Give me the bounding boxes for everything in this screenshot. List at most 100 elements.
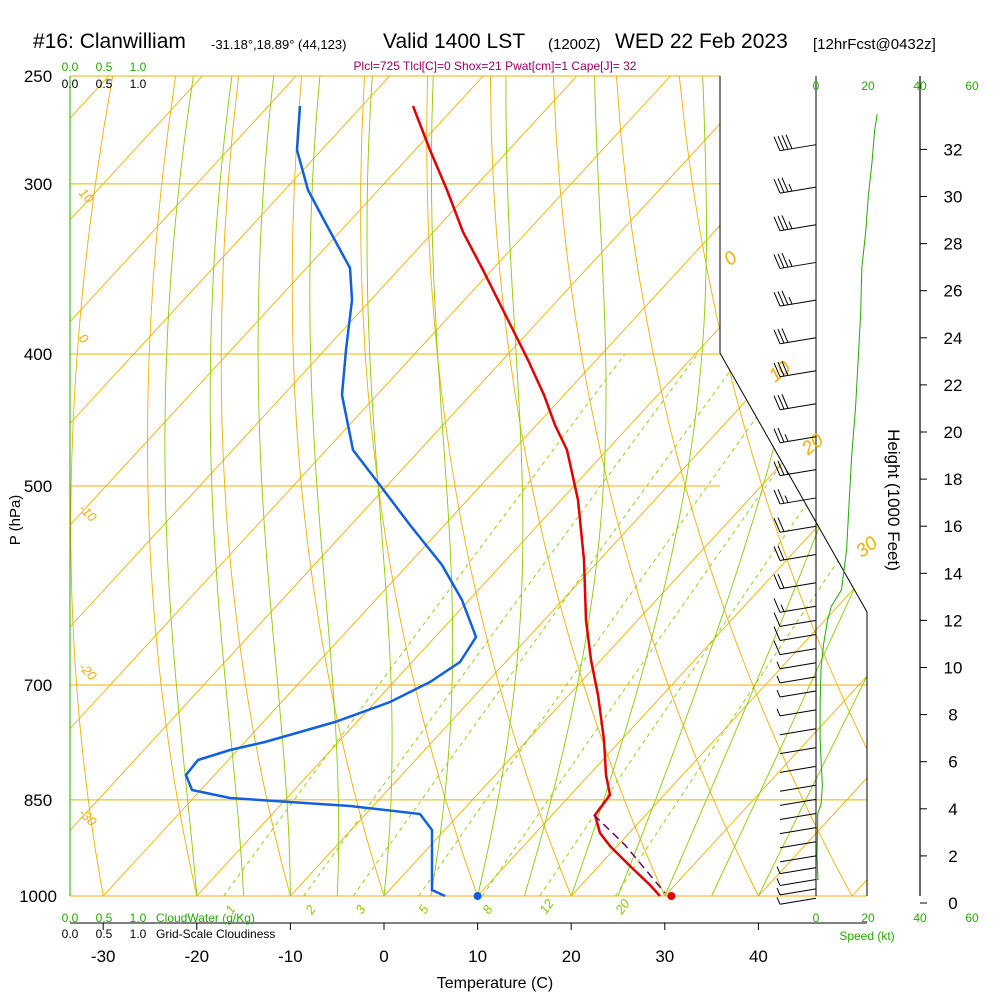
height-tick-label: 18 <box>944 470 963 489</box>
wind-barb-staff <box>779 186 817 194</box>
wind-barb-flag <box>773 136 781 151</box>
wind-barb-half <box>788 183 793 192</box>
height-tick-label: 12 <box>944 611 963 630</box>
temperature-tick-label: -30 <box>91 947 116 966</box>
mixing-ratio-line <box>418 353 803 896</box>
isotherm-line <box>758 76 867 896</box>
wind-barb <box>773 361 817 378</box>
wind-barb-staff <box>779 784 817 792</box>
moist-adiabat-line <box>209 76 245 896</box>
wind-barb-staff <box>779 144 817 152</box>
wind-barb <box>773 252 817 269</box>
wind-barb-staff <box>779 605 817 613</box>
wind-barb <box>776 708 817 717</box>
mixing-ratio-label: 20 <box>612 896 634 918</box>
height-tick-label: 6 <box>948 753 957 772</box>
wind-barb-half <box>776 675 781 684</box>
wind-barb-staff <box>779 469 817 477</box>
moist-adiabat-line <box>523 76 607 896</box>
dry-adiabat-line <box>994 76 1000 896</box>
wind-barb-flag <box>773 626 781 641</box>
wind-barb-flag <box>777 215 785 231</box>
cloud-axis-tick-label: 1.0 <box>130 927 147 941</box>
moist-adiabat-line <box>430 76 454 896</box>
temperature-tick-label: 20 <box>562 947 581 966</box>
wind-barb <box>773 134 817 152</box>
cloud-axis-tick-label: 1.0 <box>130 60 147 74</box>
speed-tick-label-bottom: 0 <box>813 911 820 925</box>
wind-barb-staff <box>779 765 817 773</box>
wind-barb-staff <box>779 888 817 896</box>
mixing-ratio-label: 12 <box>536 896 557 917</box>
wind-barb <box>779 784 817 792</box>
dry-adiabat-label: 0 <box>720 247 742 270</box>
wind-barb-half <box>780 604 785 612</box>
wind-barb-flag <box>773 291 781 307</box>
wind-barb-staff <box>779 709 817 717</box>
isotherm-line <box>70 76 297 896</box>
isotherm-label: 10 <box>76 185 97 206</box>
wind-barb <box>776 689 817 698</box>
speed-tick-label-bottom: 40 <box>913 911 927 925</box>
mixing-ratio-label: 2 <box>302 902 319 918</box>
wind-barb <box>779 813 817 821</box>
mixing-ratio-line <box>223 353 626 896</box>
height-tick-label: 0 <box>948 894 957 913</box>
moist-adiabat-line <box>711 76 867 896</box>
wind-barb-staff <box>779 690 817 698</box>
station-coords: -31.18°,18.89° (44,123) <box>211 37 347 52</box>
wind-barb-half <box>784 495 789 503</box>
wind-barb-staff <box>779 299 817 307</box>
moist-adiabat-line <box>477 76 524 896</box>
wind-barb <box>779 728 817 736</box>
height-tick-label: 10 <box>944 659 963 678</box>
cloud-axis-tick-label: 0.5 <box>96 60 113 74</box>
height-tick-label: 4 <box>948 800 957 819</box>
cloud-axis-tick-label: 0.5 <box>96 927 113 941</box>
wind-barb <box>779 798 817 806</box>
wind-barb <box>773 640 817 656</box>
wind-barb <box>773 177 817 194</box>
height-tick-label: 8 <box>948 706 957 725</box>
moist-adiabat-line <box>164 76 198 896</box>
dry-adiabat-label: 20 <box>797 430 828 460</box>
pressure-tick-label: 300 <box>24 175 52 194</box>
wind-barb-staff <box>779 897 817 905</box>
height-tick-label: 2 <box>948 847 957 866</box>
cloudiness-label: Grid-Scale Cloudiness <box>156 927 275 941</box>
mixing-ratio-label: 8 <box>479 902 496 917</box>
isotherm-label: -20 <box>76 659 100 683</box>
wind-barb-flag <box>773 362 781 377</box>
wind-barb-flag <box>781 361 789 376</box>
wind-barb-flag <box>773 178 781 194</box>
wind-barb-half <box>776 887 781 896</box>
wind-barb <box>776 675 817 684</box>
wind-barb-staff <box>779 403 817 411</box>
wind-barb-flag <box>777 573 785 589</box>
wind-barb <box>776 866 817 875</box>
wind-barb-half <box>788 296 793 305</box>
wind-barb-staff <box>779 878 817 886</box>
pressure-tick-label: 700 <box>24 676 52 695</box>
dry-adiabat-line <box>360 76 479 896</box>
wind-barb-flag <box>781 215 789 230</box>
wind-barb-flag <box>781 328 789 343</box>
wind-barb-flag <box>777 135 785 151</box>
wind-barb-half <box>776 689 781 698</box>
moist-adiabat-line <box>257 76 291 896</box>
dewpoint-line <box>184 105 478 898</box>
wind-barb <box>773 612 817 627</box>
cloud-axis-tick-label: 0.5 <box>96 77 113 91</box>
wind-barb-half <box>776 708 781 717</box>
wind-barb-flag <box>781 252 789 268</box>
isotherm-line <box>70 76 390 896</box>
x-axis-label: Temperature (C) <box>437 975 553 992</box>
wind-barb <box>773 517 817 533</box>
cloud-water-label: CloudWater (g/Kg) <box>156 911 255 925</box>
wind-barb-flag <box>773 612 781 627</box>
mixing-ratio-line <box>303 353 698 896</box>
wind-barb-flag <box>773 395 781 410</box>
cloud-axis-tick-label: 0.5 <box>96 911 113 925</box>
moist-adiabat-line <box>570 76 707 896</box>
station-title: #16: Clanwilliam <box>33 30 186 53</box>
